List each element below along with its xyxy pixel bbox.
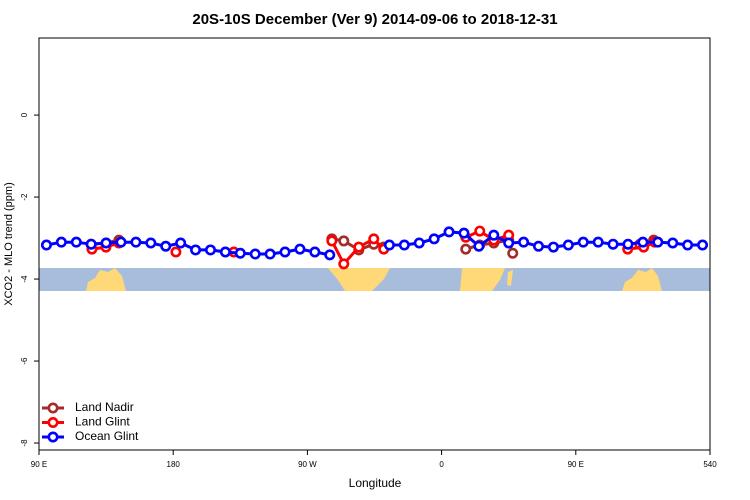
y-tick-label: 0	[20, 112, 29, 117]
data-point	[518, 236, 530, 248]
x-tick-label: 90 E	[31, 460, 47, 469]
data-point	[398, 239, 410, 251]
data-point	[160, 240, 172, 252]
data-point	[547, 241, 559, 253]
plot-frame	[38, 37, 711, 451]
data-point	[458, 227, 470, 239]
land-south-america	[328, 268, 390, 291]
data-point	[40, 239, 52, 251]
legend-marker	[47, 416, 59, 428]
data-point	[637, 236, 649, 248]
data-point	[413, 237, 425, 249]
data-point	[294, 243, 306, 255]
data-point	[667, 237, 679, 249]
data-point	[309, 246, 321, 258]
data-point	[204, 244, 216, 256]
data-point	[533, 240, 545, 252]
legend-label: Ocean Glint	[75, 429, 139, 443]
data-point	[353, 241, 365, 253]
data-point	[562, 239, 574, 251]
data-point	[234, 247, 246, 259]
data-point	[383, 239, 395, 251]
x-tick-label: 90 W	[298, 460, 317, 469]
data-point	[473, 240, 485, 252]
data-point	[130, 236, 142, 248]
data-point	[507, 247, 519, 259]
data-point	[279, 246, 291, 258]
data-point	[697, 239, 709, 251]
x-tick-label: 90 E	[568, 460, 584, 469]
data-point	[219, 246, 231, 258]
data-point	[503, 237, 515, 249]
data-point	[324, 249, 336, 261]
data-point	[115, 236, 127, 248]
data-point	[326, 235, 338, 247]
data-point	[368, 233, 380, 245]
x-axis-label: Longitude	[349, 476, 402, 490]
x-tick-label: 180	[167, 460, 181, 469]
data-point	[338, 235, 350, 247]
data-point	[682, 239, 694, 251]
data-point	[592, 236, 604, 248]
x-tick-label: 540	[703, 460, 717, 469]
data-point	[460, 243, 472, 255]
legend-label: Land Glint	[75, 415, 130, 429]
data-point	[55, 236, 67, 248]
data-point	[85, 238, 97, 250]
data-point	[577, 236, 589, 248]
data-point	[652, 236, 664, 248]
data-point	[428, 233, 440, 245]
land-australia	[622, 268, 662, 291]
y-axis-label: XCO2 - MLO trend (ppm)	[3, 182, 15, 305]
data-point	[145, 237, 157, 249]
data-point	[607, 238, 619, 250]
map-strip	[39, 268, 710, 291]
data-point	[175, 237, 187, 249]
data-point	[170, 246, 182, 258]
x-tick-label: 0	[439, 460, 444, 469]
data-point	[100, 237, 112, 249]
land-australia	[86, 268, 126, 291]
y-tick-label: -4	[20, 275, 29, 283]
y-tick-label: -2	[20, 193, 29, 201]
legend-marker	[47, 402, 59, 414]
data-point	[70, 236, 82, 248]
legend-marker	[47, 431, 59, 443]
data-point	[488, 229, 500, 241]
data-point	[622, 238, 634, 250]
y-tick-label: -8	[20, 439, 29, 447]
data-point	[264, 248, 276, 260]
legend-label: Land Nadir	[75, 400, 134, 414]
data-point	[338, 258, 350, 270]
data-point	[190, 244, 202, 256]
land-africa	[460, 268, 513, 291]
data-point	[443, 226, 455, 238]
data-point	[474, 225, 486, 237]
data-point	[249, 248, 261, 260]
chart-title: 20S-10S December (Ver 9) 2014-09-06 to 2…	[192, 11, 557, 28]
y-tick-label: -6	[20, 357, 29, 365]
